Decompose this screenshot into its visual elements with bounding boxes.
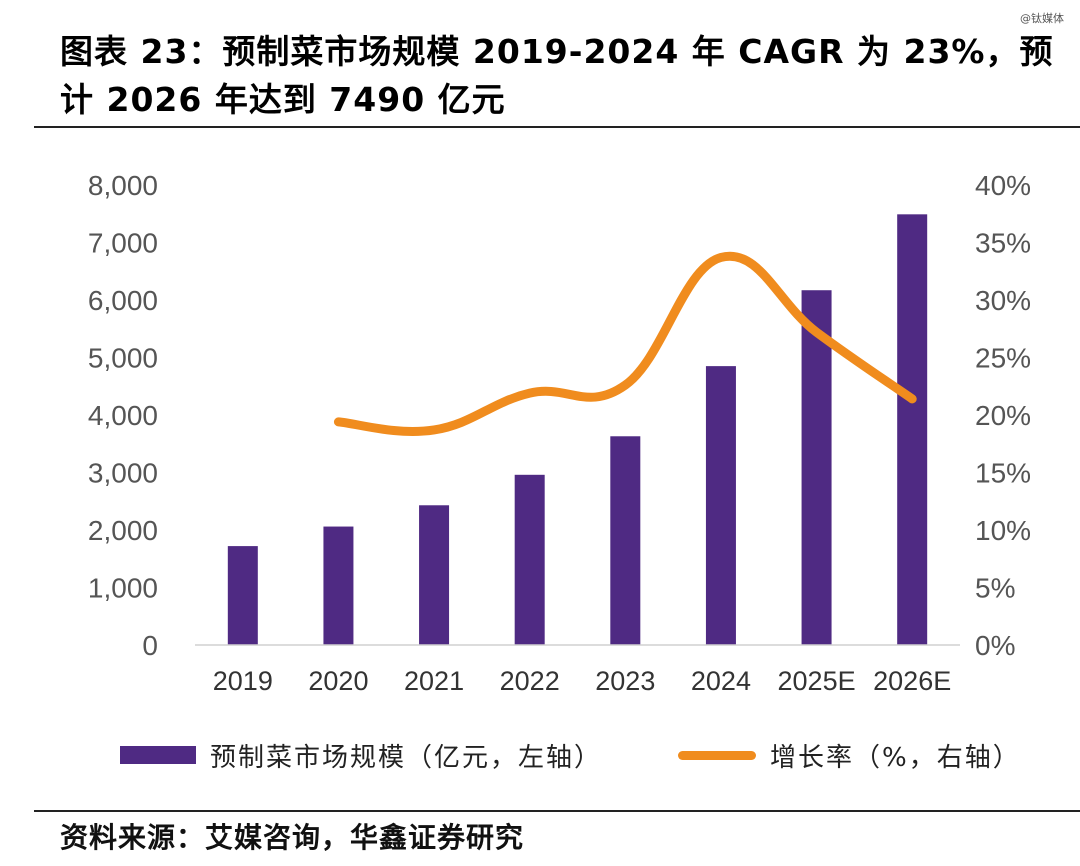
left-tick-label: 6,000 <box>88 285 158 316</box>
left-tick-label: 1,000 <box>88 573 158 604</box>
right-tick-label: 30% <box>975 285 1031 316</box>
bar <box>323 526 354 645</box>
left-tick-label: 2,000 <box>88 515 158 546</box>
legend: 预制菜市场规模（亿元，左轴） 增长率（%，右轴） <box>0 730 1080 780</box>
right-tick-label: 40% <box>975 170 1031 201</box>
right-tick-label: 15% <box>975 458 1031 489</box>
x-tick-label: 2026E <box>873 666 951 696</box>
x-tick-label: 2020 <box>308 666 368 696</box>
bar <box>610 436 641 645</box>
x-tick-label: 2023 <box>595 666 655 696</box>
right-tick-label: 10% <box>975 515 1031 546</box>
bar <box>514 474 545 645</box>
legend-item-growth-rate: 增长率（%，右轴） <box>678 730 1021 780</box>
left-tick-label: 4,000 <box>88 400 158 431</box>
x-tick-label: 2019 <box>213 666 273 696</box>
right-axis: 0% 5% 10% 15% 20% 25% 30% 35% 40% <box>975 170 1031 661</box>
x-tick-label: 2024 <box>691 666 751 696</box>
x-tick-label: 2021 <box>404 666 464 696</box>
legend-item-market-size: 预制菜市场规模（亿元，左轴） <box>120 730 602 780</box>
right-tick-label: 25% <box>975 343 1031 374</box>
legend-bar-swatch <box>120 746 196 764</box>
source-note: 资料来源：艾媒咨询，华鑫证券研究 <box>60 821 525 854</box>
x-tick-label: 2025E <box>778 666 856 696</box>
right-tick-label: 35% <box>975 228 1031 259</box>
right-tick-label: 5% <box>975 573 1015 604</box>
legend-label-market-size: 预制菜市场规模（亿元，左轴） <box>210 742 603 773</box>
right-tick-label: 0% <box>975 630 1015 661</box>
left-axis: 0 1,000 2,000 3,000 4,000 5,000 6,000 7,000 8,00… <box>88 170 158 661</box>
left-tick-label: 8,000 <box>88 170 158 201</box>
left-tick-label: 5,000 <box>88 343 158 374</box>
left-tick-label: 3,000 <box>88 458 158 489</box>
x-tick-label: 2022 <box>500 666 560 696</box>
right-tick-label: 20% <box>975 400 1031 431</box>
bar <box>419 505 450 645</box>
bar <box>227 546 258 645</box>
bar-series <box>227 214 928 645</box>
legend-line-swatch <box>678 750 756 760</box>
growth-rate-line <box>333 251 917 436</box>
x-axis: 2019 2020 2021 2022 2023 2024 2025E 2026E <box>213 666 951 696</box>
title-divider <box>34 126 1080 128</box>
bar <box>801 290 832 645</box>
legend-label-growth-rate: 增长率（%，右轴） <box>770 742 1021 773</box>
bar <box>897 214 928 645</box>
chart-title: 图表 23：预制菜市场规模 2019-2024 年 CAGR 为 23%，预计 … <box>60 32 1054 119</box>
watermark: @钛媒体 <box>1020 12 1064 25</box>
left-tick-label: 7,000 <box>88 228 158 259</box>
bar <box>705 366 736 645</box>
footer-divider <box>34 810 1080 812</box>
left-tick-label: 0 <box>142 630 158 661</box>
